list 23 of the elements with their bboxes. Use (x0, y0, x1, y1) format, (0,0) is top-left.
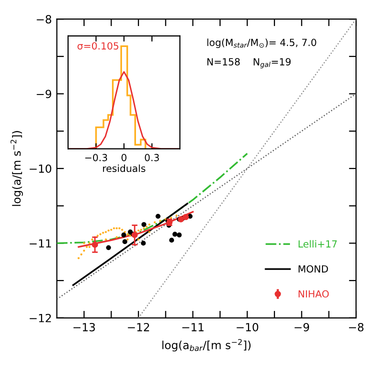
x-tick-label: 0 (122, 154, 126, 162)
x-tick-label: −8 (349, 322, 364, 332)
x-tick-label: −12 (128, 322, 150, 332)
y-tick-label: −10 (30, 164, 52, 173)
x-tick-label: −9 (294, 322, 310, 332)
annotation: log(M$_{star}$/M$_{⊙}$)= 4.5, 7.0 (207, 38, 316, 48)
y-axis-title: log(a/[m s$^{−2}$]) (10, 131, 23, 206)
legend-label: NIHAO (298, 290, 329, 298)
x-axis-title: log(a$_{bar}$/[m s$^{−2}$]) (162, 339, 251, 352)
x-tick-label: 0.3 (144, 154, 159, 162)
x-axis-title: residuals (103, 164, 146, 172)
legend-label: Lelli+17 (298, 240, 337, 248)
y-tick-label: −11 (30, 239, 51, 248)
annotation: N=158 N$_{gal}$=19 (207, 58, 291, 68)
x-tick-label: −13 (74, 322, 95, 332)
y-tick-label: −12 (30, 314, 51, 322)
y-tick-label: −8 (36, 15, 52, 24)
y-tick-label: −9 (36, 90, 52, 98)
x-tick-label: −0.3 (85, 154, 108, 162)
x-tick-label: −10 (236, 322, 258, 332)
legend-label: MOND (298, 265, 328, 273)
annotation: σ=0.105 (78, 42, 118, 50)
x-tick-label: −11 (182, 323, 204, 332)
